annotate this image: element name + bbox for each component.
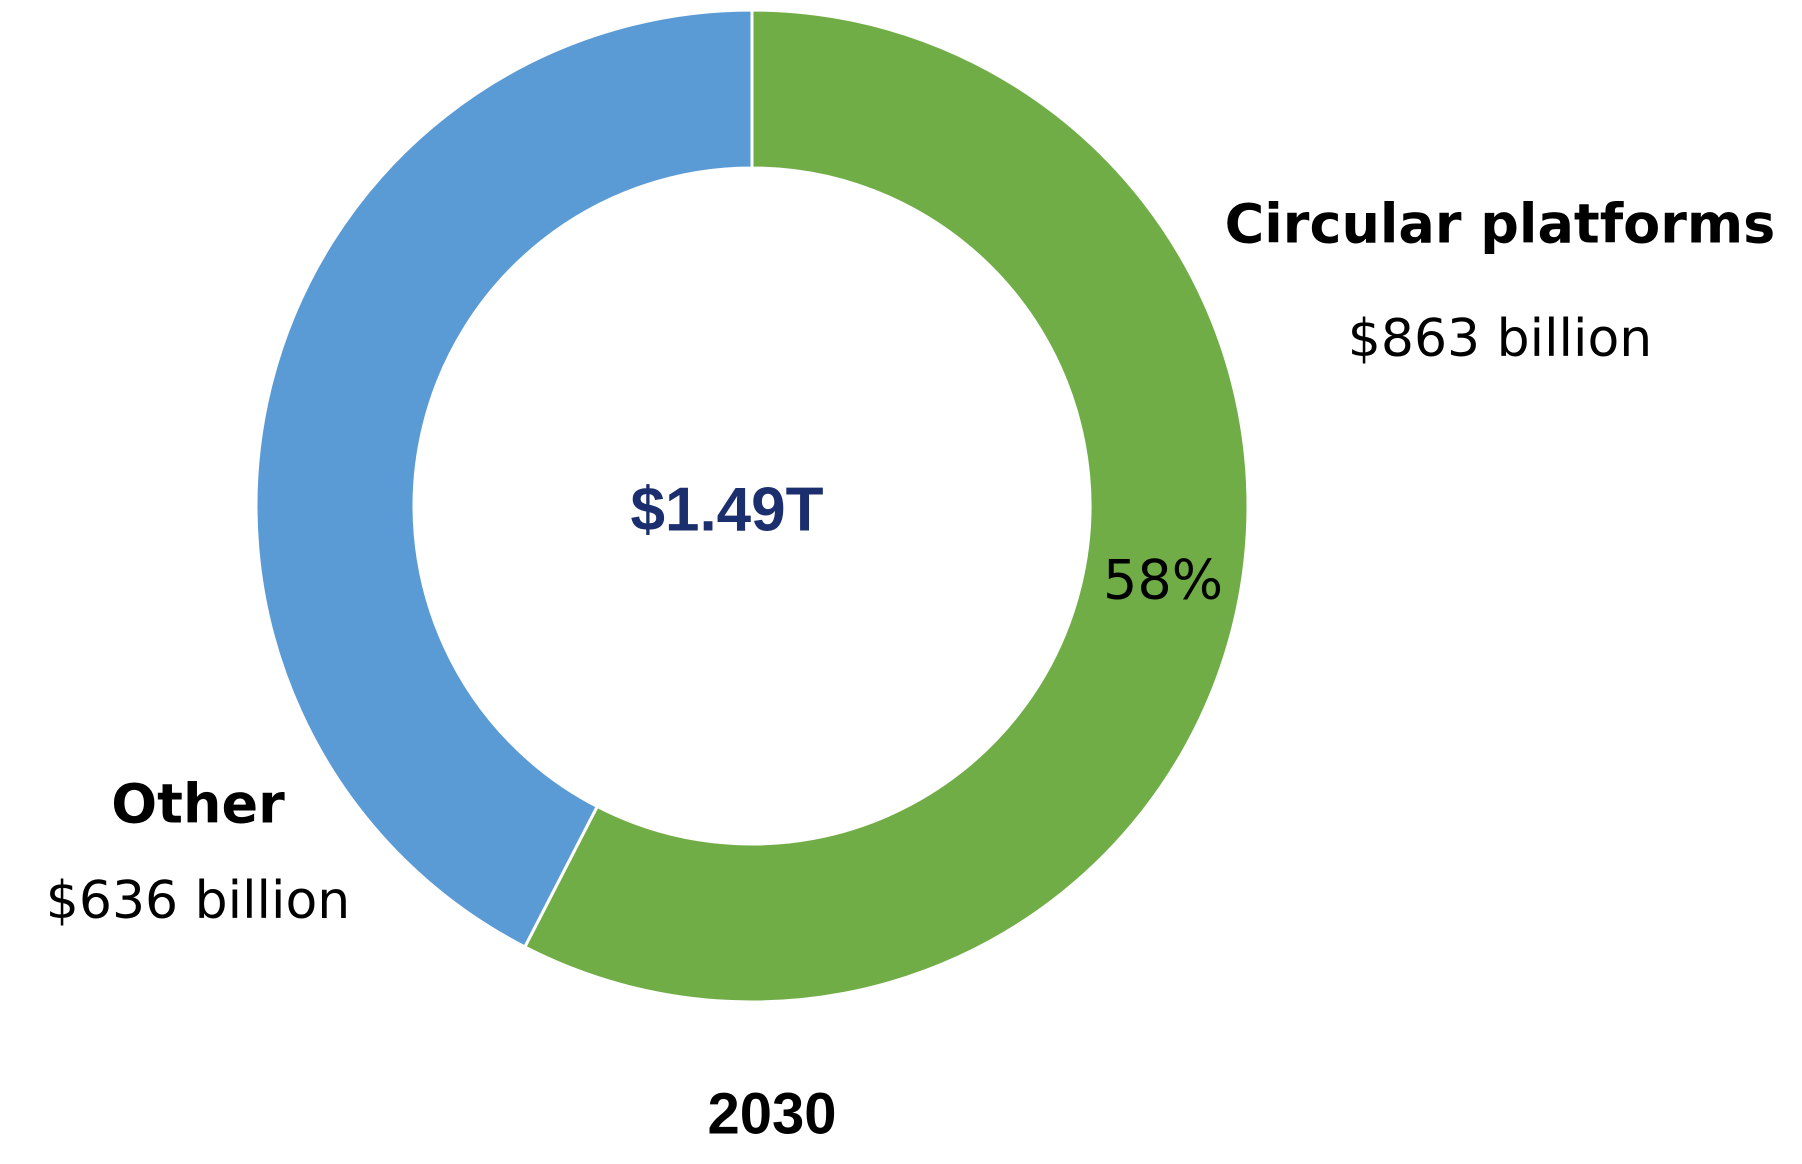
donut-segment — [254, 8, 754, 949]
chart-title: 2030 — [707, 1081, 836, 1146]
category-label: Circular platforms — [1225, 193, 1776, 256]
center-label: $1.49T — [630, 475, 823, 544]
value-label: $863 billion — [1348, 309, 1652, 369]
donut — [254, 8, 1250, 1004]
percent-label: 58% — [1103, 549, 1223, 612]
donut-segment — [522, 8, 1250, 1004]
value-label: $636 billion — [46, 871, 350, 931]
category-label: Other — [111, 773, 285, 836]
